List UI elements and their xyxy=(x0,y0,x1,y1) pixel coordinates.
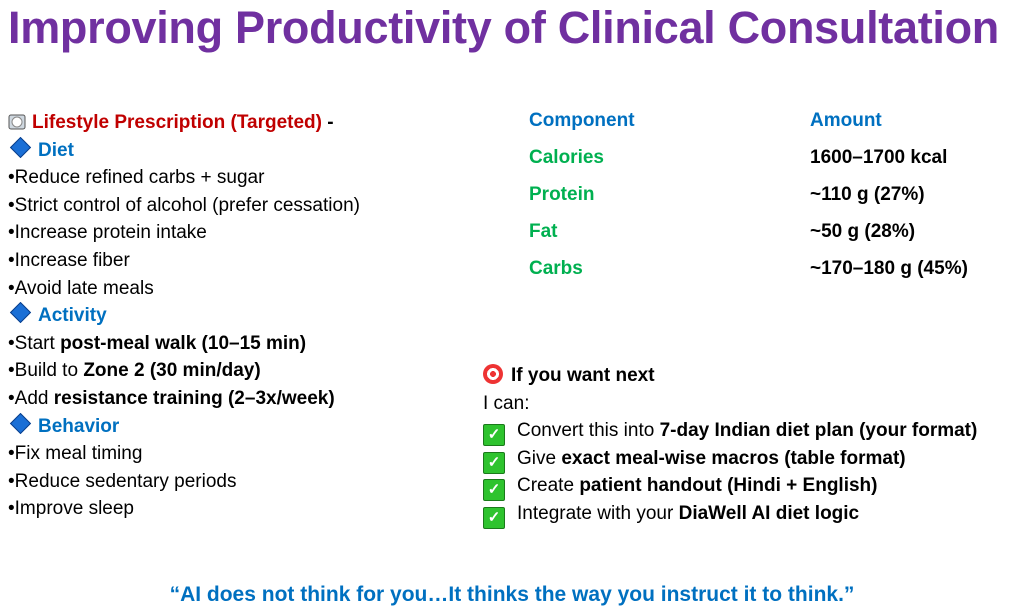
cell-component: Calories xyxy=(529,147,604,168)
target-icon xyxy=(483,364,503,384)
item-bold: resistance training (2–3x/week) xyxy=(53,387,335,409)
next-intro: I can: xyxy=(483,392,530,414)
list-item: ✓ Convert this into 7-day Indian diet pla… xyxy=(483,417,978,447)
cell-amount: 1600–1700 kcal xyxy=(810,147,948,168)
cell-amount: ~50 g (28%) xyxy=(810,221,916,242)
cell-component: Carbs xyxy=(529,258,583,279)
activity-label: Activity xyxy=(38,305,107,327)
cell-amount: ~170–180 g (45%) xyxy=(810,258,968,279)
item-text: Convert this into xyxy=(517,420,660,442)
behavior-label: Behavior xyxy=(38,415,120,437)
activity-heading: Activity xyxy=(8,302,360,330)
cell-amount: ~110 g (27%) xyxy=(810,184,925,205)
diamond-icon xyxy=(9,412,32,434)
item-text: Give xyxy=(517,447,562,469)
item-bold: 7-day Indian diet plan (your format) xyxy=(659,420,978,442)
item-text: •Build to xyxy=(8,360,84,382)
heading-text: Lifestyle Prescription (Targeted) xyxy=(32,112,322,133)
item-text: Create xyxy=(517,475,580,497)
item-text: •Add xyxy=(8,387,54,409)
checkmark-icon: ✓ xyxy=(483,506,505,529)
list-item: •Avoid late meals xyxy=(8,277,154,299)
heading-suffix: - xyxy=(322,112,334,133)
plate-icon xyxy=(8,112,26,130)
next-steps-section: If you want next I can: ✓ Convert this in… xyxy=(483,362,978,529)
list-item: ✓ Give exact meal-wise macros (table form… xyxy=(483,445,977,474)
list-item: •Reduce refined carbs + sugar xyxy=(8,167,265,189)
item-bold: post-meal walk (10–15 min) xyxy=(60,332,307,354)
next-heading-text: If you want next xyxy=(511,365,655,386)
item-bold: Zone 2 (30 min/day) xyxy=(83,360,261,382)
checkmark-icon: ✓ xyxy=(483,479,505,502)
checkmark-icon: ✓ xyxy=(483,451,505,474)
header-component: Component xyxy=(529,110,635,131)
lifestyle-section: Lifestyle Prescription (Targeted) - Diet… xyxy=(8,109,360,523)
slide-title: Improving Productivity of Clinical Consu… xyxy=(8,2,999,53)
list-item: ✓ Create patient handout (Hindi + English… xyxy=(483,472,977,502)
diamond-icon xyxy=(9,136,32,158)
list-item: •Reduce sedentary periods xyxy=(8,470,237,492)
checkmark-icon: ✓ xyxy=(483,424,505,447)
list-item: •Increase fiber xyxy=(8,249,130,271)
cell-component: Fat xyxy=(529,221,558,242)
header-amount: Amount xyxy=(810,110,882,131)
list-item: •Improve sleep xyxy=(8,498,134,520)
diet-heading: Diet xyxy=(8,136,360,165)
item-bold: exact meal-wise macros (table format) xyxy=(561,447,906,469)
lifestyle-heading: Lifestyle Prescription (Targeted) - xyxy=(8,109,360,137)
list-item: •Build to Zone 2 (30 min/day) xyxy=(8,357,360,385)
cell-component: Protein xyxy=(529,184,595,205)
diamond-icon xyxy=(9,302,32,324)
diet-label: Diet xyxy=(38,139,74,161)
list-item: •Fix meal timing xyxy=(8,443,143,465)
item-text: Integrate with your xyxy=(517,502,679,524)
item-bold: DiaWell AI diet logic xyxy=(678,502,860,524)
next-heading: If you want next xyxy=(483,362,977,390)
list-item: ✓ Integrate with your DiaWell AI diet log… xyxy=(483,500,977,529)
item-text: •Start xyxy=(8,332,61,354)
list-item: •Strict control of alcohol (prefer cessa… xyxy=(8,194,360,216)
list-item: •Add resistance training (2–3x/week) xyxy=(8,385,360,413)
list-item: •Increase protein intake xyxy=(8,222,207,244)
closing-quote: “AI does not think for you…It thinks the… xyxy=(169,583,855,606)
list-item: •Start post-meal walk (10–15 min) xyxy=(8,330,360,358)
item-bold: patient handout (Hindi + English) xyxy=(579,475,878,497)
behavior-heading: Behavior xyxy=(8,412,360,441)
